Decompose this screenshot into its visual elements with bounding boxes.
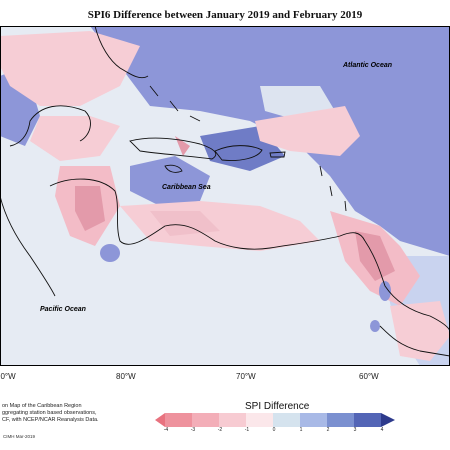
strong-dry-trinidad xyxy=(355,231,395,281)
footnote-line-3: CF, with NCEP/NCAR Reanalysis Data. xyxy=(2,417,99,423)
outline-jamaica xyxy=(164,164,183,173)
legend-tick: 4 xyxy=(380,427,384,433)
footnote-line-1: on Map of the Caribbean Region xyxy=(2,403,82,409)
coast-pacific xyxy=(0,195,56,297)
legend-tick: -2 xyxy=(217,427,223,433)
wet-patch-panama xyxy=(100,244,120,262)
outline-puertorico xyxy=(269,151,286,158)
legend-tick: 1 xyxy=(299,427,303,433)
coast-central-south-america xyxy=(49,178,366,250)
outline-cuba xyxy=(129,137,217,160)
footnote-line-2: ggregating station based observations, xyxy=(2,410,97,416)
legend-tick: -1 xyxy=(244,427,250,433)
pacific-ocean-label: Pacific Ocean xyxy=(40,306,86,313)
legend-swatch-4 xyxy=(246,413,273,427)
legend-colorbar xyxy=(155,413,395,427)
wet-patch-interior xyxy=(370,320,380,332)
dry-region-puertorico xyxy=(255,106,360,156)
strong-dry-jamaica xyxy=(175,136,190,156)
legend-title: SPI Difference xyxy=(245,401,310,412)
map-canvas xyxy=(0,26,450,366)
legend-tick: 3 xyxy=(353,427,357,433)
legend-swatch-1 xyxy=(165,413,192,427)
caribbean-sea-label: Caribbean Sea xyxy=(162,184,211,191)
outline-hispaniola xyxy=(214,145,263,161)
legend-swatch-7 xyxy=(327,413,354,427)
strong-dry-honduras xyxy=(75,186,105,231)
longitude-label-70w: 70°W xyxy=(236,372,256,381)
coastlines xyxy=(0,26,450,357)
dry-region-gulf xyxy=(0,31,140,106)
legend-swatch-2 xyxy=(192,413,219,427)
legend-tick: 2 xyxy=(326,427,330,433)
atlantic-ocean-label: Atlantic Ocean xyxy=(343,62,393,69)
wet-region-cuba xyxy=(130,156,210,206)
outline-lesser-antilles xyxy=(319,165,347,212)
coast-guianas xyxy=(364,240,450,332)
coast-florida xyxy=(94,26,149,79)
credit-text: CIMH Mar-2019 xyxy=(3,434,36,439)
outline-bahamas xyxy=(149,85,201,122)
longitude-label-90w: 90°W xyxy=(0,372,16,381)
legend-swatch-8 xyxy=(354,413,381,427)
legend-arrow-left xyxy=(155,413,165,427)
spi-difference-map: Atlantic Ocean Caribbean Sea Pacific Oce… xyxy=(0,26,450,366)
legend-arrow-right xyxy=(381,413,395,427)
wet-region-atlantic xyxy=(90,26,450,256)
legend-swatch-6 xyxy=(300,413,327,427)
longitude-label-80w: 80°W xyxy=(116,372,136,381)
longitude-label-60w: 60°W xyxy=(359,372,379,381)
dry-region-yucatan xyxy=(30,116,120,161)
coast-yucatan xyxy=(9,105,91,147)
border-interior xyxy=(379,325,450,357)
legend-tick: -4 xyxy=(163,427,169,433)
map-title: SPI6 Difference between January 2019 and… xyxy=(87,9,363,21)
legend-tick: -3 xyxy=(190,427,196,433)
dry-patch-colombia xyxy=(150,211,220,236)
legend-swatch-3 xyxy=(219,413,246,427)
wet-patch-guyana xyxy=(379,281,391,301)
legend-swatch-5 xyxy=(273,413,300,427)
legend-tick: 0 xyxy=(272,427,276,433)
